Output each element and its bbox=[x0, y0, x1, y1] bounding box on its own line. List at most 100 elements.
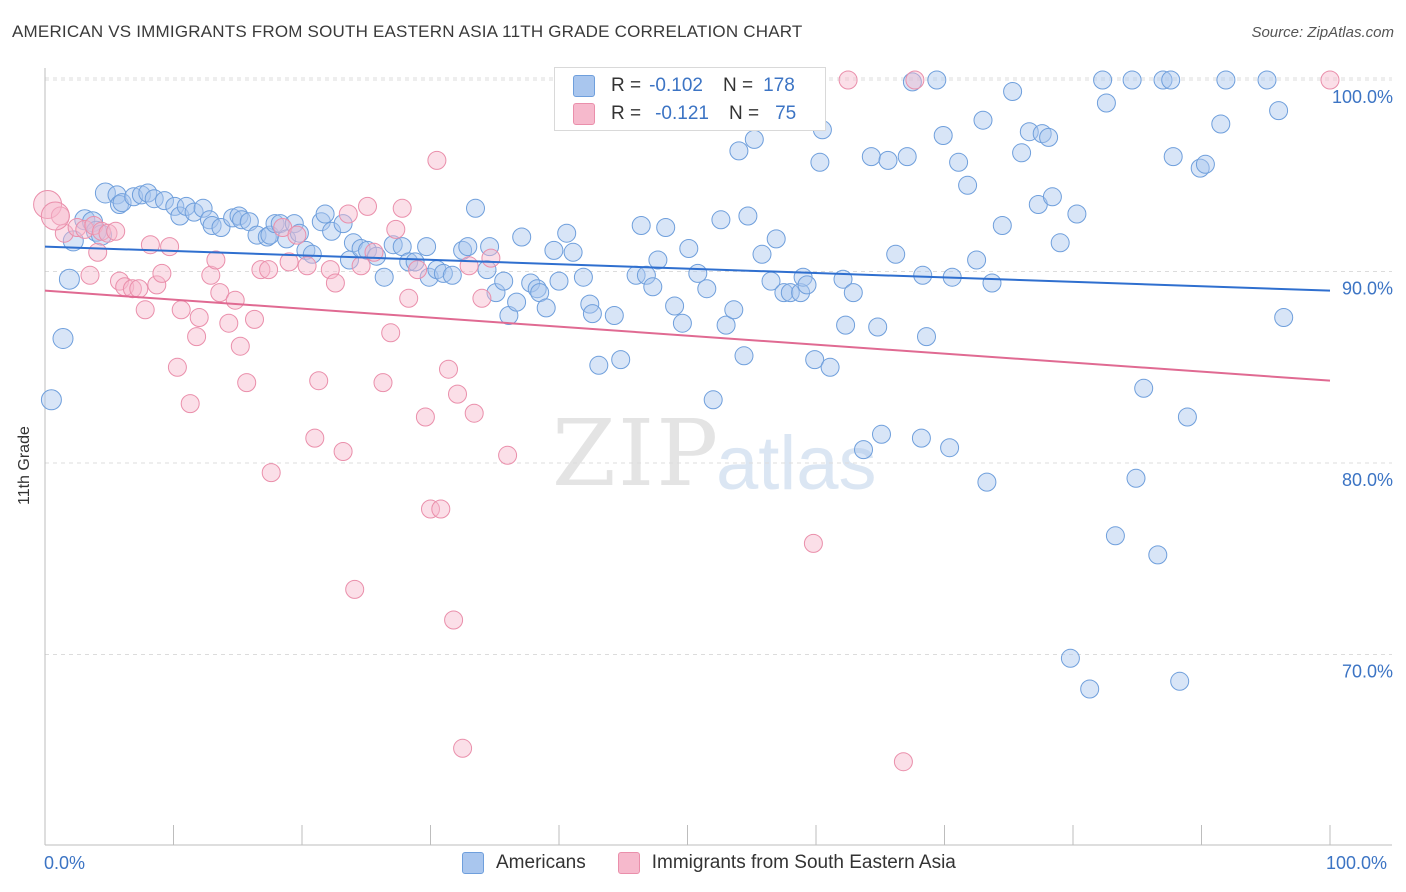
americans-point bbox=[315, 204, 335, 224]
immigrants-point bbox=[187, 327, 207, 347]
americans-point bbox=[333, 214, 353, 234]
legend-row-immigrants: R = -0.121 N = 75 bbox=[573, 102, 796, 126]
americans-point bbox=[611, 350, 631, 370]
legend-n-label: N = bbox=[722, 75, 754, 96]
immigrants-point bbox=[408, 260, 428, 280]
americans-point bbox=[977, 472, 997, 492]
americans-point bbox=[843, 283, 863, 303]
americans-point bbox=[927, 70, 947, 90]
immigrants-point bbox=[259, 260, 279, 280]
americans-point bbox=[604, 306, 624, 325]
americans-point bbox=[232, 210, 252, 230]
legend-r-label: R = bbox=[611, 103, 642, 124]
americans-point bbox=[1161, 70, 1181, 90]
immigrants-point bbox=[147, 275, 167, 295]
immigrants-point bbox=[98, 223, 118, 243]
americans-point bbox=[703, 390, 723, 410]
americans-point bbox=[672, 313, 692, 333]
immigrants-point bbox=[439, 359, 458, 379]
americans-point bbox=[374, 267, 394, 287]
immigrants-point bbox=[88, 242, 108, 262]
immigrants-point bbox=[160, 237, 180, 257]
americans-trend-line bbox=[44, 245, 1331, 292]
americans-point bbox=[1042, 187, 1062, 207]
americans-point bbox=[477, 260, 497, 280]
americans-point bbox=[1003, 82, 1023, 101]
immigrants-point bbox=[838, 70, 858, 90]
americans-point bbox=[716, 315, 736, 335]
immigrants-point bbox=[373, 373, 393, 393]
americans-point bbox=[868, 317, 888, 337]
americans-point bbox=[589, 355, 609, 375]
americans-point bbox=[933, 126, 953, 145]
legend-label-americans: Americans bbox=[496, 852, 586, 873]
americans-point bbox=[724, 300, 744, 320]
immigrants-point bbox=[421, 499, 440, 519]
americans-point bbox=[1012, 143, 1032, 163]
immigrants-point bbox=[453, 738, 473, 758]
americans-point bbox=[897, 147, 917, 167]
immigrants-point bbox=[75, 219, 95, 239]
immigrants-point bbox=[152, 263, 172, 283]
americans-point bbox=[419, 267, 439, 287]
immigrants-point bbox=[279, 252, 299, 272]
legend-row-americans: R = -0.102 N = 178 bbox=[573, 74, 795, 98]
y-tick-label: 90.0% bbox=[1342, 279, 1393, 299]
immigrants-point bbox=[135, 300, 155, 320]
americans-point bbox=[94, 182, 116, 204]
americans-point bbox=[1170, 671, 1190, 691]
immigrants-point bbox=[351, 256, 371, 276]
americans-point bbox=[656, 218, 676, 237]
immigrants-point bbox=[481, 248, 501, 268]
americans-point bbox=[774, 283, 794, 303]
immigrants-point bbox=[167, 357, 187, 377]
americans-point bbox=[631, 216, 651, 235]
americans-point bbox=[780, 283, 800, 303]
americans-point bbox=[544, 240, 564, 260]
americans-point bbox=[74, 209, 96, 231]
americans-point bbox=[557, 223, 577, 243]
americans-point bbox=[494, 271, 514, 291]
americans-point bbox=[165, 196, 185, 216]
americans-point bbox=[679, 239, 699, 258]
americans-point bbox=[766, 229, 786, 249]
immigrants-point bbox=[106, 221, 126, 241]
americans-point bbox=[1080, 679, 1100, 699]
immigrants-point bbox=[459, 256, 479, 276]
immigrants-point bbox=[261, 463, 281, 483]
legend-n-value: 178 bbox=[763, 75, 795, 96]
immigrants-point bbox=[171, 300, 191, 320]
y-tick-label: 70.0% bbox=[1342, 662, 1393, 682]
immigrants-point bbox=[472, 288, 492, 308]
americans-point bbox=[58, 268, 80, 290]
americans-point bbox=[302, 244, 322, 264]
legend-swatch-immigrants bbox=[617, 852, 640, 874]
immigrants-point bbox=[287, 225, 307, 245]
watermark-zip: ZIP bbox=[552, 400, 721, 507]
americans-point bbox=[1126, 468, 1146, 488]
americans-point bbox=[911, 428, 931, 448]
immigrants-point bbox=[381, 323, 401, 343]
immigrants-point bbox=[180, 394, 200, 414]
immigrants-point bbox=[464, 403, 484, 423]
immigrants-point bbox=[305, 428, 325, 448]
americans-point bbox=[744, 129, 764, 149]
americans-point bbox=[582, 304, 602, 324]
americans-point bbox=[405, 252, 425, 272]
americans-point bbox=[1060, 648, 1080, 668]
americans-point bbox=[917, 327, 936, 347]
americans-point bbox=[665, 296, 685, 316]
immigrants-point bbox=[392, 198, 412, 218]
americans-point bbox=[967, 250, 987, 270]
americans-point bbox=[131, 185, 151, 205]
americans-point bbox=[1269, 101, 1289, 121]
chart-title: AMERICAN VS IMMIGRANTS FROM SOUTH EASTER… bbox=[12, 22, 803, 41]
immigrants-point bbox=[201, 265, 221, 285]
americans-point bbox=[466, 198, 485, 218]
immigrants-point bbox=[399, 288, 419, 308]
immigrants-point bbox=[427, 150, 447, 170]
americans-point bbox=[861, 147, 881, 167]
immigrants-point bbox=[210, 283, 230, 303]
legend-swatch-immigrants bbox=[573, 103, 595, 125]
americans-point bbox=[112, 193, 132, 213]
